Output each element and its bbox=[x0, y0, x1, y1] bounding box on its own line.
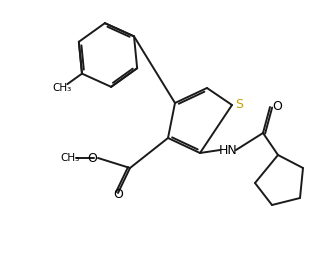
Text: O: O bbox=[113, 188, 123, 200]
Text: S: S bbox=[235, 97, 243, 111]
Text: HN: HN bbox=[219, 143, 237, 156]
Text: O: O bbox=[272, 99, 282, 112]
Text: O: O bbox=[87, 152, 97, 164]
Text: CH₃: CH₃ bbox=[53, 83, 72, 93]
Text: CH₃: CH₃ bbox=[60, 153, 80, 163]
